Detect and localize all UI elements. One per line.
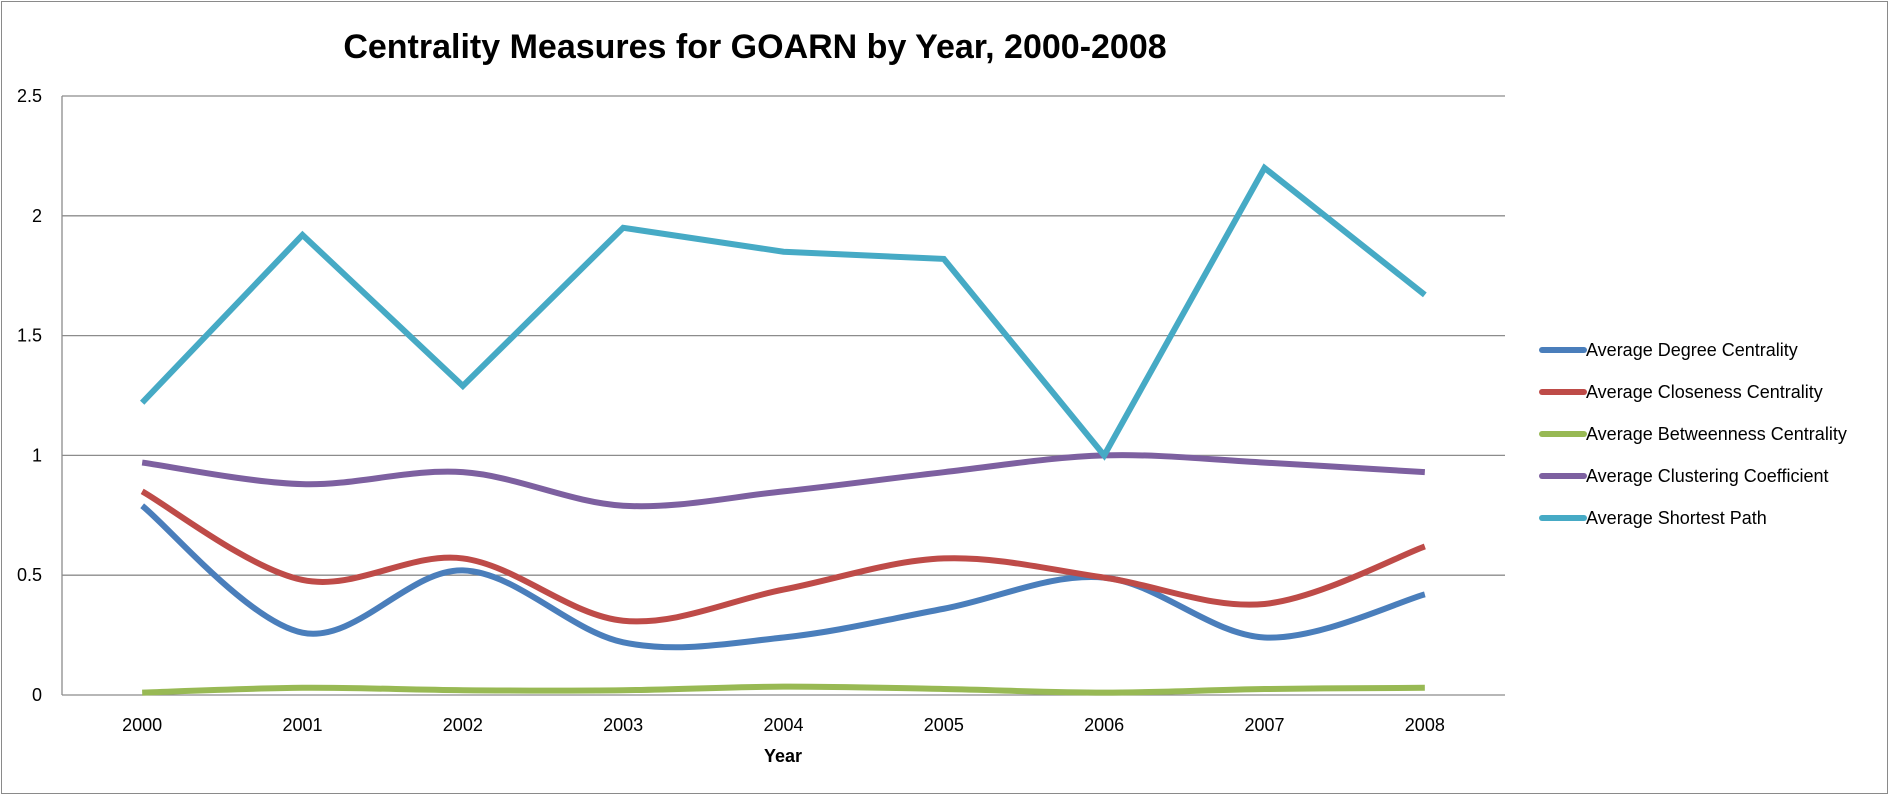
y-tick-label: 0 <box>32 685 42 705</box>
series-lines <box>139 163 1427 696</box>
x-axis-title: Year <box>764 746 802 766</box>
x-tick-label: 2000 <box>122 715 162 735</box>
series-line-average-degree-centrality <box>140 503 1426 651</box>
series-line-average-betweenness-centrality <box>142 683 1425 696</box>
legend-label: Average Degree Centrality <box>1586 340 1798 360</box>
x-tick-label: 2002 <box>443 715 483 735</box>
legend-label: Average Clustering Coefficient <box>1586 466 1828 486</box>
series-line-average-closeness-centrality <box>140 488 1426 625</box>
series-line-average-shortest-path <box>139 163 1427 461</box>
x-tick-label: 2008 <box>1405 715 1445 735</box>
x-tick-label: 2003 <box>603 715 643 735</box>
x-axis-ticks: 2000 2001 2002 2003 2004 2005 2006 2007 2008 <box>122 715 1445 735</box>
y-axis-ticks: 0 0.5 1 1.5 2 2.5 <box>17 86 42 705</box>
legend-label: Average Closeness Centrality <box>1586 382 1823 402</box>
x-tick-label: 2005 <box>924 715 964 735</box>
y-tick-label: 1.5 <box>17 326 42 346</box>
x-tick-label: 2001 <box>282 715 322 735</box>
x-tick-label: 2007 <box>1244 715 1284 735</box>
chart-title: Centrality Measures for GOARN by Year, 2… <box>343 28 1166 66</box>
x-tick-label: 2006 <box>1084 715 1124 735</box>
legend-label: Average Shortest Path <box>1586 508 1767 528</box>
series-line-average-clustering-coefficient <box>141 452 1426 510</box>
y-tick-label: 2 <box>32 206 42 226</box>
x-tick-label: 2004 <box>763 715 803 735</box>
gridlines <box>61 95 1505 696</box>
y-tick-label: 0.5 <box>17 565 42 585</box>
legend: Average Degree Centrality Average Closene… <box>1539 340 1847 528</box>
y-tick-label: 1 <box>32 445 42 465</box>
y-tick-label: 2.5 <box>17 86 42 106</box>
legend-label: Average Betweenness Centrality <box>1586 424 1847 444</box>
